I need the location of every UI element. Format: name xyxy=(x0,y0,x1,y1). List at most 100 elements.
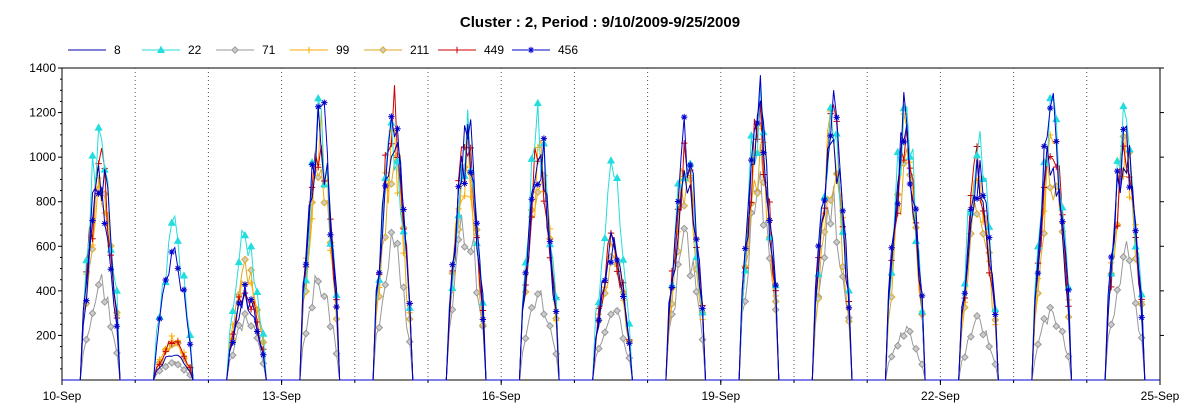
data-point xyxy=(467,169,474,176)
data-point xyxy=(1126,183,1133,191)
data-point xyxy=(112,286,121,294)
data-point xyxy=(686,271,695,280)
data-point xyxy=(1040,314,1049,323)
data-point xyxy=(467,144,474,152)
data-point xyxy=(1058,327,1067,336)
data-point xyxy=(754,119,761,127)
data-point xyxy=(973,210,981,218)
data-point xyxy=(613,173,622,181)
data-point xyxy=(180,366,188,374)
data-point xyxy=(1108,253,1115,261)
data-point xyxy=(674,198,682,205)
data-point xyxy=(162,276,169,284)
legend-item-22: 22 xyxy=(142,43,202,57)
data-point xyxy=(967,206,975,213)
data-point xyxy=(479,316,487,323)
data-point xyxy=(680,224,689,233)
data-point xyxy=(247,279,255,287)
data-point xyxy=(314,173,323,182)
data-point xyxy=(88,309,97,318)
data-point xyxy=(1113,156,1122,164)
data-point xyxy=(228,306,237,314)
legend-label: 449 xyxy=(484,43,504,57)
data-point xyxy=(986,234,993,241)
data-point xyxy=(893,341,902,350)
data-point xyxy=(1040,143,1048,150)
data-point xyxy=(302,329,310,338)
data-point xyxy=(180,353,188,360)
data-point xyxy=(699,305,706,312)
data-point xyxy=(1113,286,1122,294)
data-point xyxy=(162,348,169,355)
data-point xyxy=(552,308,560,315)
data-point xyxy=(619,255,628,263)
data-point xyxy=(607,310,615,319)
y-tick-label: 1200 xyxy=(29,106,56,120)
x-tick-label: 22-Sep xyxy=(921,389,960,403)
legend-label: 456 xyxy=(558,43,578,57)
data-point xyxy=(687,161,694,169)
data-point xyxy=(89,217,96,224)
data-point xyxy=(681,113,688,121)
data-point xyxy=(229,339,236,346)
legend-item-211: 211 xyxy=(364,43,429,57)
data-point xyxy=(742,245,749,252)
data-point xyxy=(753,189,762,198)
data-point xyxy=(815,242,822,250)
data-point xyxy=(601,277,609,284)
data-point xyxy=(460,242,469,251)
data-point xyxy=(606,156,616,164)
data-point xyxy=(180,286,188,294)
data-point xyxy=(826,196,835,205)
data-point xyxy=(321,99,328,106)
y-tick-label: 1000 xyxy=(29,150,56,164)
data-point xyxy=(1120,126,1127,133)
y-tick-label: 1400 xyxy=(29,61,56,75)
data-point xyxy=(82,335,91,344)
data-point xyxy=(668,284,676,291)
data-point xyxy=(539,310,548,319)
data-point xyxy=(521,334,530,343)
data-point xyxy=(314,277,323,286)
data-point xyxy=(1053,138,1060,145)
data-point xyxy=(95,190,102,197)
legend-label: 8 xyxy=(114,43,121,57)
data-point xyxy=(1131,299,1140,308)
data-point xyxy=(260,351,267,358)
data-point xyxy=(833,114,840,121)
data-point xyxy=(894,200,901,208)
data-point xyxy=(595,317,602,324)
legend-item-71: 71 xyxy=(216,43,276,57)
data-point xyxy=(393,239,402,248)
data-point xyxy=(992,311,999,318)
x-tick-label: 13-Sep xyxy=(262,389,301,403)
data-point xyxy=(449,261,456,268)
data-point xyxy=(388,113,395,120)
data-point xyxy=(979,192,987,199)
data-point xyxy=(308,184,316,191)
data-point xyxy=(748,156,755,164)
legend-marker xyxy=(156,45,166,54)
y-tick-label: 600 xyxy=(36,239,56,253)
data-point xyxy=(966,332,975,341)
data-point xyxy=(546,321,554,330)
data-point xyxy=(600,233,609,242)
data-point xyxy=(259,329,268,337)
data-point xyxy=(387,118,396,126)
data-point xyxy=(88,151,97,159)
data-point xyxy=(461,192,468,200)
data-point xyxy=(613,268,621,275)
data-point xyxy=(528,195,535,203)
data-point xyxy=(388,140,395,147)
x-axis: 10-Sep 13-Sep 16-Sep 19-Sep 22-Sep 25-Sep xyxy=(43,380,1180,403)
data-point xyxy=(1047,104,1054,112)
series-8 xyxy=(62,92,1160,381)
legend-item-456: 456 xyxy=(512,43,578,57)
data-point xyxy=(173,360,182,369)
data-point xyxy=(333,303,340,311)
data-point xyxy=(838,272,847,281)
data-point xyxy=(241,281,249,288)
data-point xyxy=(960,353,969,362)
data-point xyxy=(887,352,896,361)
data-point xyxy=(308,161,316,168)
